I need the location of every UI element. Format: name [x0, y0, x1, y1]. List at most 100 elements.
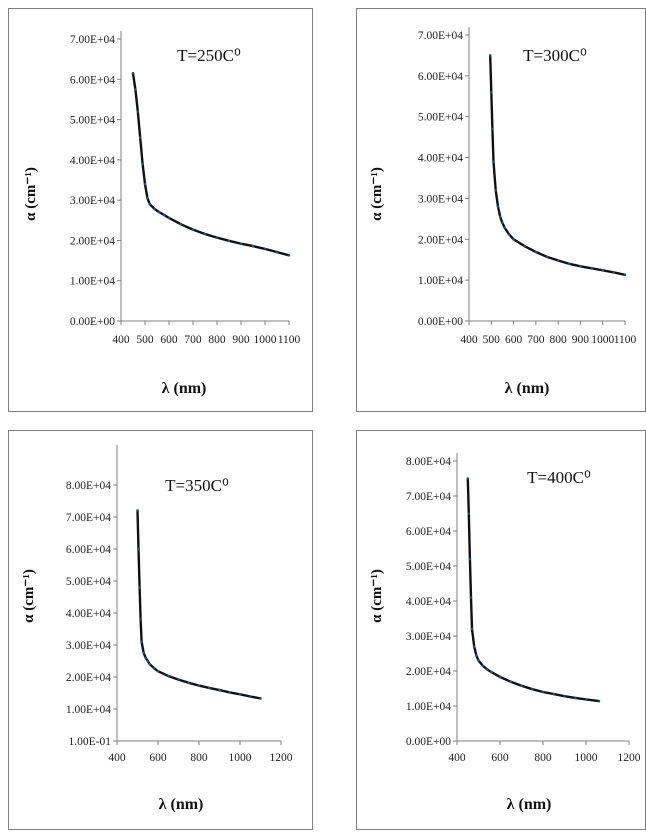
data-point: [215, 236, 219, 239]
data-point: [158, 210, 161, 214]
data-point: [203, 232, 207, 236]
y-axis-label: α (cm⁻¹): [369, 167, 385, 221]
data-point: [275, 250, 279, 254]
data-point: [191, 228, 195, 231]
y-tick-label: 3.00E+04: [406, 631, 451, 643]
y-tick-label: 2.00E+04: [66, 672, 111, 684]
x-tick-label: 800: [208, 334, 226, 346]
x-tick-label: 500: [136, 334, 154, 346]
data-point: [491, 127, 494, 131]
x-tick-label: 400: [460, 334, 478, 346]
y-tick-label: 4.00E+04: [66, 608, 111, 620]
data-point: [238, 693, 242, 696]
data-point: [138, 586, 141, 589]
chart-250: 0.00E+00 1.00E+04 2.00E+04 3.00E+04 4.00E+04…: [23, 31, 301, 397]
data-point: [541, 690, 545, 694]
data-point: [601, 269, 604, 272]
data-point: [520, 684, 523, 687]
y-tick-label: 7.00E+04: [418, 30, 463, 42]
data-point: [263, 247, 267, 251]
data-point: [612, 271, 616, 274]
data-point: [468, 557, 472, 561]
data-point: [472, 645, 476, 648]
chart-title-300: T=300C⁰: [523, 46, 587, 65]
series-line-250: [131, 73, 290, 257]
x-tick-label: 1200: [618, 752, 641, 764]
data-point: [208, 686, 211, 690]
data-point: [143, 182, 147, 186]
y-tick-label: 0.00E+00: [70, 316, 115, 328]
y-tick-label: 1.00E+04: [66, 704, 111, 716]
data-point: [134, 88, 137, 91]
data-point: [496, 205, 500, 208]
data-point: [179, 223, 183, 226]
data-point: [475, 654, 478, 657]
series-line-300: [489, 55, 626, 276]
y-tick-label: 6.00E+04: [406, 526, 451, 538]
x-tick-label: 500: [483, 334, 501, 346]
x-tick-label: 1100: [614, 334, 637, 346]
data-point: [228, 691, 232, 694]
x-tick-label: 600: [149, 752, 167, 764]
y-tick-label: 8.00E+04: [66, 480, 111, 492]
y-tick-label: 7.00E+04: [70, 34, 115, 46]
x-tick-label: 900: [572, 334, 590, 346]
data-point: [136, 509, 139, 512]
data-point: [137, 547, 140, 551]
y-tick-label: 3.00E+04: [418, 193, 463, 205]
data-point: [501, 221, 504, 225]
x-tick-label: 800: [550, 334, 568, 346]
y-tick-label: 8.00E+04: [406, 456, 451, 468]
x-axis-label: λ (nm): [505, 380, 550, 397]
data-point: [239, 242, 243, 245]
chart-panel-350: 1.00E-01 1.00E+04 2.00E+04 3.00E+04 4.00E+04…: [8, 430, 313, 830]
x-tick-label: 600: [505, 334, 523, 346]
data-point: [579, 265, 582, 268]
data-point: [584, 698, 588, 701]
y-axis-label: α (cm⁻¹): [23, 167, 39, 221]
data-point: [144, 656, 147, 660]
data-point: [470, 627, 474, 631]
x-tick-label: 400: [108, 752, 126, 764]
y-tick-label: 6.00E+04: [418, 71, 463, 83]
data-point: [556, 259, 560, 262]
data-point: [156, 669, 160, 673]
data-point: [152, 666, 156, 670]
data-point: [509, 680, 513, 684]
data-point: [574, 696, 577, 700]
y-tick-label: 2.00E+04: [70, 235, 115, 247]
y-tick-label: 1.00E+04: [70, 276, 115, 288]
chart-panel-300: 0.00E+00 1.00E+04 2.00E+04 3.00E+04 4.00E+04…: [356, 8, 646, 412]
data-point: [512, 238, 515, 241]
data-point: [481, 664, 485, 668]
data-point: [568, 262, 571, 266]
data-point: [218, 688, 221, 692]
data-point: [523, 244, 526, 248]
data-point: [623, 273, 627, 277]
y-tick-label: 0.00E+00: [406, 736, 451, 748]
data-point: [139, 618, 142, 621]
data-point: [287, 254, 291, 257]
data-point: [146, 196, 149, 200]
x-tick-label: 400: [448, 752, 466, 764]
y-tick-label: 5.00E+04: [66, 576, 111, 588]
data-point: [552, 692, 556, 696]
y-tick-label: 3.00E+04: [66, 640, 111, 652]
data-point: [590, 267, 593, 270]
data-point: [467, 512, 471, 515]
y-tick-label: 2.00E+04: [406, 666, 451, 678]
data-point: [466, 477, 470, 480]
x-tick-label: 900: [232, 334, 250, 346]
x-tick-label: 1100: [278, 334, 301, 346]
data-point: [492, 160, 495, 163]
y-axis-label: α (cm⁻¹): [369, 569, 385, 623]
data-point: [488, 54, 492, 57]
x-tick-label: 800: [534, 752, 552, 764]
x-tick-label: 700: [184, 334, 202, 346]
y-tick-label: 1.00E+04: [406, 701, 451, 713]
y-tick-label: 6.00E+04: [66, 544, 111, 556]
data-point: [563, 694, 566, 698]
data-point: [469, 596, 473, 599]
data-point: [141, 162, 144, 166]
data-point: [503, 226, 506, 230]
